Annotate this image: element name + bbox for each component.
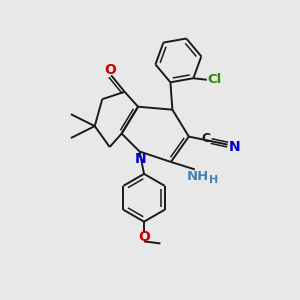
Text: O: O xyxy=(138,230,150,244)
Text: O: O xyxy=(104,63,116,77)
Text: Cl: Cl xyxy=(208,73,222,86)
Text: N: N xyxy=(228,140,240,154)
Text: H: H xyxy=(209,176,218,185)
Text: NH: NH xyxy=(187,170,209,183)
Text: C: C xyxy=(201,132,210,145)
Text: N: N xyxy=(135,152,147,166)
